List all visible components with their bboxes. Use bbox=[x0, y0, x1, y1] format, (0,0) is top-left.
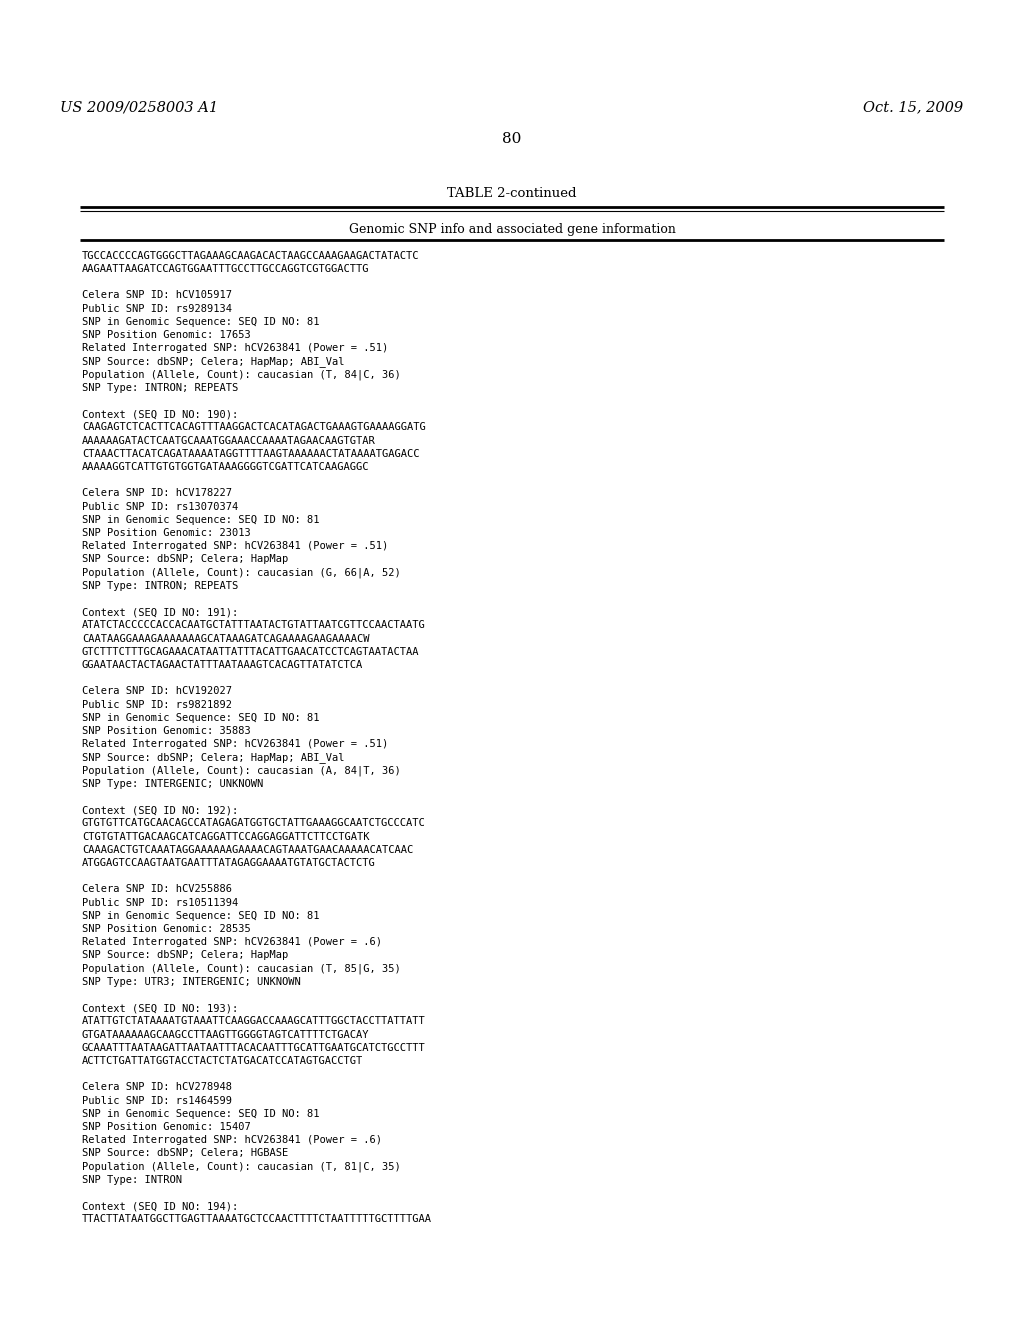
Text: Celera SNP ID: hCV105917: Celera SNP ID: hCV105917 bbox=[82, 290, 231, 301]
Text: Celera SNP ID: hCV178227: Celera SNP ID: hCV178227 bbox=[82, 488, 231, 499]
Text: SNP Type: UTR3; INTERGENIC; UNKNOWN: SNP Type: UTR3; INTERGENIC; UNKNOWN bbox=[82, 977, 301, 987]
Text: Related Interrogated SNP: hCV263841 (Power = .6): Related Interrogated SNP: hCV263841 (Pow… bbox=[82, 1135, 382, 1146]
Text: Related Interrogated SNP: hCV263841 (Power = .51): Related Interrogated SNP: hCV263841 (Pow… bbox=[82, 541, 388, 552]
Text: Related Interrogated SNP: hCV263841 (Power = .51): Related Interrogated SNP: hCV263841 (Pow… bbox=[82, 739, 388, 750]
Text: SNP Type: INTRON; REPEATS: SNP Type: INTRON; REPEATS bbox=[82, 383, 239, 393]
Text: SNP in Genomic Sequence: SEQ ID NO: 81: SNP in Genomic Sequence: SEQ ID NO: 81 bbox=[82, 911, 319, 921]
Text: GTCTTTCTTTGCAGAAACATAATTATTTACATTGAACATCCTCAGTAATACTAA: GTCTTTCTTTGCAGAAACATAATTATTTACATTGAACATC… bbox=[82, 647, 420, 657]
Text: SNP in Genomic Sequence: SEQ ID NO: 81: SNP in Genomic Sequence: SEQ ID NO: 81 bbox=[82, 515, 319, 525]
Text: SNP Type: INTRON: SNP Type: INTRON bbox=[82, 1175, 182, 1185]
Text: CTAAACTTACATCAGATAAAATAGGTTTTAAGTAAAAAACTATAAAATGAGACC: CTAAACTTACATCAGATAAAATAGGTTTTAAGTAAAAAAC… bbox=[82, 449, 420, 459]
Text: SNP Type: INTERGENIC; UNKNOWN: SNP Type: INTERGENIC; UNKNOWN bbox=[82, 779, 263, 789]
Text: Oct. 15, 2009: Oct. 15, 2009 bbox=[863, 100, 964, 115]
Text: Public SNP ID: rs9821892: Public SNP ID: rs9821892 bbox=[82, 700, 231, 710]
Text: SNP Position Genomic: 15407: SNP Position Genomic: 15407 bbox=[82, 1122, 251, 1133]
Text: Public SNP ID: rs1464599: Public SNP ID: rs1464599 bbox=[82, 1096, 231, 1106]
Text: TTACTTATAATGGCTTGAGTTAAAATGCTCCAACTTTTCTAATTTTTGCTTTTGAA: TTACTTATAATGGCTTGAGTTAAAATGCTCCAACTTTTCT… bbox=[82, 1214, 432, 1225]
Text: Context (SEQ ID NO: 194):: Context (SEQ ID NO: 194): bbox=[82, 1201, 239, 1212]
Text: SNP Source: dbSNP; Celera; HapMap; ABI_Val: SNP Source: dbSNP; Celera; HapMap; ABI_V… bbox=[82, 752, 344, 763]
Text: ATATTGTCTATAAAATGTAAATTCAAGGACCAAAGCATTTGGCTACCTTATTATT: ATATTGTCTATAAAATGTAAATTCAAGGACCAAAGCATTT… bbox=[82, 1016, 426, 1027]
Text: AAAAAGGTCATTGTGTGGTGATAAAGGGGTCGATTCATCAAGAGGC: AAAAAGGTCATTGTGTGGTGATAAAGGGGTCGATTCATCA… bbox=[82, 462, 370, 473]
Text: SNP Source: dbSNP; Celera; HapMap; ABI_Val: SNP Source: dbSNP; Celera; HapMap; ABI_V… bbox=[82, 356, 344, 367]
Text: Related Interrogated SNP: hCV263841 (Power = .6): Related Interrogated SNP: hCV263841 (Pow… bbox=[82, 937, 382, 948]
Text: GTGATAAAAAAGCAAGCCTTAAGTTGGGGTAGTCATTTTCTGACAY: GTGATAAAAAAGCAAGCCTTAAGTTGGGGTAGTCATTTTC… bbox=[82, 1030, 370, 1040]
Text: Population (Allele, Count): caucasian (T, 85|G, 35): Population (Allele, Count): caucasian (T… bbox=[82, 964, 400, 974]
Text: Population (Allele, Count): caucasian (T, 81|C, 35): Population (Allele, Count): caucasian (T… bbox=[82, 1162, 400, 1172]
Text: Celera SNP ID: hCV255886: Celera SNP ID: hCV255886 bbox=[82, 884, 231, 895]
Text: GTGTGTTCATGCAACAGCCATAGAGATGGTGCTATTGAAAGGCAATCTGCCCATC: GTGTGTTCATGCAACAGCCATAGAGATGGTGCTATTGAAA… bbox=[82, 818, 426, 829]
Text: Public SNP ID: rs9289134: Public SNP ID: rs9289134 bbox=[82, 304, 231, 314]
Text: CTGTGTATTGACAAGCATCAGGATTCCAGGAGGATTCTTCCTGATK: CTGTGTATTGACAAGCATCAGGATTCCAGGAGGATTCTTC… bbox=[82, 832, 370, 842]
Text: SNP Position Genomic: 17653: SNP Position Genomic: 17653 bbox=[82, 330, 251, 341]
Text: Context (SEQ ID NO: 190):: Context (SEQ ID NO: 190): bbox=[82, 409, 239, 420]
Text: Context (SEQ ID NO: 191):: Context (SEQ ID NO: 191): bbox=[82, 607, 239, 618]
Text: Public SNP ID: rs10511394: Public SNP ID: rs10511394 bbox=[82, 898, 239, 908]
Text: SNP Position Genomic: 28535: SNP Position Genomic: 28535 bbox=[82, 924, 251, 935]
Text: SNP Position Genomic: 23013: SNP Position Genomic: 23013 bbox=[82, 528, 251, 539]
Text: AAGAATTAAGATCCAGTGGAATTTGCCTTGCCAGGTCGTGGACTTG: AAGAATTAAGATCCAGTGGAATTTGCCTTGCCAGGTCGTG… bbox=[82, 264, 370, 275]
Text: CAAGAGTCTCACTTCACAGTTTAAGGACTCACATAGACTGAAAGTGAAAAGGATG: CAAGAGTCTCACTTCACAGTTTAAGGACTCACATAGACTG… bbox=[82, 422, 426, 433]
Text: GCAAATTTAATAAGATTAATAATTTACACAATTTGCATTGAATGCATCTGCCTTT: GCAAATTTAATAAGATTAATAATTTACACAATTTGCATTG… bbox=[82, 1043, 426, 1053]
Text: Genomic SNP info and associated gene information: Genomic SNP info and associated gene inf… bbox=[348, 223, 676, 236]
Text: SNP Source: dbSNP; Celera; HapMap: SNP Source: dbSNP; Celera; HapMap bbox=[82, 554, 288, 565]
Text: SNP Position Genomic: 35883: SNP Position Genomic: 35883 bbox=[82, 726, 251, 737]
Text: US 2009/0258003 A1: US 2009/0258003 A1 bbox=[60, 100, 218, 115]
Text: Population (Allele, Count): caucasian (G, 66|A, 52): Population (Allele, Count): caucasian (G… bbox=[82, 568, 400, 578]
Text: ACTTCTGATTATGGTACCTACTCTATGACATCCATAGTGACCTGT: ACTTCTGATTATGGTACCTACTCTATGACATCCATAGTGA… bbox=[82, 1056, 364, 1067]
Text: SNP in Genomic Sequence: SEQ ID NO: 81: SNP in Genomic Sequence: SEQ ID NO: 81 bbox=[82, 713, 319, 723]
Text: Context (SEQ ID NO: 193):: Context (SEQ ID NO: 193): bbox=[82, 1003, 239, 1014]
Text: AAAAAAGATACTCAATGCAAATGGAAACCAAAATAGAACAAGTGTAR: AAAAAAGATACTCAATGCAAATGGAAACCAAAATAGAACA… bbox=[82, 436, 376, 446]
Text: Related Interrogated SNP: hCV263841 (Power = .51): Related Interrogated SNP: hCV263841 (Pow… bbox=[82, 343, 388, 354]
Text: CAAAGACTGTCAAATAGGAAAAAAGAAAACAGTAAATGAACAAAAACATCAAC: CAAAGACTGTCAAATAGGAAAAAAGAAAACAGTAAATGAA… bbox=[82, 845, 413, 855]
Text: SNP in Genomic Sequence: SEQ ID NO: 81: SNP in Genomic Sequence: SEQ ID NO: 81 bbox=[82, 1109, 319, 1119]
Text: SNP Source: dbSNP; Celera; HGBASE: SNP Source: dbSNP; Celera; HGBASE bbox=[82, 1148, 288, 1159]
Text: Celera SNP ID: hCV192027: Celera SNP ID: hCV192027 bbox=[82, 686, 231, 697]
Text: GGAATAACTACTAGAACTATTTAATAAAGTCACAGTTATATCTCA: GGAATAACTACTAGAACTATTTAATAAAGTCACAGTTATA… bbox=[82, 660, 364, 671]
Text: CAATAAGGAAAGAAAAAAAGCATAAAGATCAGAAAAGAAGAAAACW: CAATAAGGAAAGAAAAAAAGCATAAAGATCAGAAAAGAAG… bbox=[82, 634, 370, 644]
Text: Public SNP ID: rs13070374: Public SNP ID: rs13070374 bbox=[82, 502, 239, 512]
Text: SNP Type: INTRON; REPEATS: SNP Type: INTRON; REPEATS bbox=[82, 581, 239, 591]
Text: ATATCTACCCCCACCACAATGCTATTTAATACTGTATTAATCGTTCCAACTAATG: ATATCTACCCCCACCACAATGCTATTTAATACTGTATTAA… bbox=[82, 620, 426, 631]
Text: SNP in Genomic Sequence: SEQ ID NO: 81: SNP in Genomic Sequence: SEQ ID NO: 81 bbox=[82, 317, 319, 327]
Text: Population (Allele, Count): caucasian (A, 84|T, 36): Population (Allele, Count): caucasian (A… bbox=[82, 766, 400, 776]
Text: Context (SEQ ID NO: 192):: Context (SEQ ID NO: 192): bbox=[82, 805, 239, 816]
Text: Celera SNP ID: hCV278948: Celera SNP ID: hCV278948 bbox=[82, 1082, 231, 1093]
Text: SNP Source: dbSNP; Celera; HapMap: SNP Source: dbSNP; Celera; HapMap bbox=[82, 950, 288, 961]
Text: Population (Allele, Count): caucasian (T, 84|C, 36): Population (Allele, Count): caucasian (T… bbox=[82, 370, 400, 380]
Text: TGCCACCCCAGTGGGCTTAGAAAGCAAGACACTAAGCCAAAGAAGACTATACTC: TGCCACCCCAGTGGGCTTAGAAAGCAAGACACTAAGCCAA… bbox=[82, 251, 420, 261]
Text: ATGGAGTCCAAGTAATGAATTTATAGAGGAAAATGTATGCTACTCTG: ATGGAGTCCAAGTAATGAATTTATAGAGGAAAATGTATGC… bbox=[82, 858, 376, 869]
Text: TABLE 2-continued: TABLE 2-continued bbox=[447, 187, 577, 201]
Text: 80: 80 bbox=[503, 132, 521, 147]
